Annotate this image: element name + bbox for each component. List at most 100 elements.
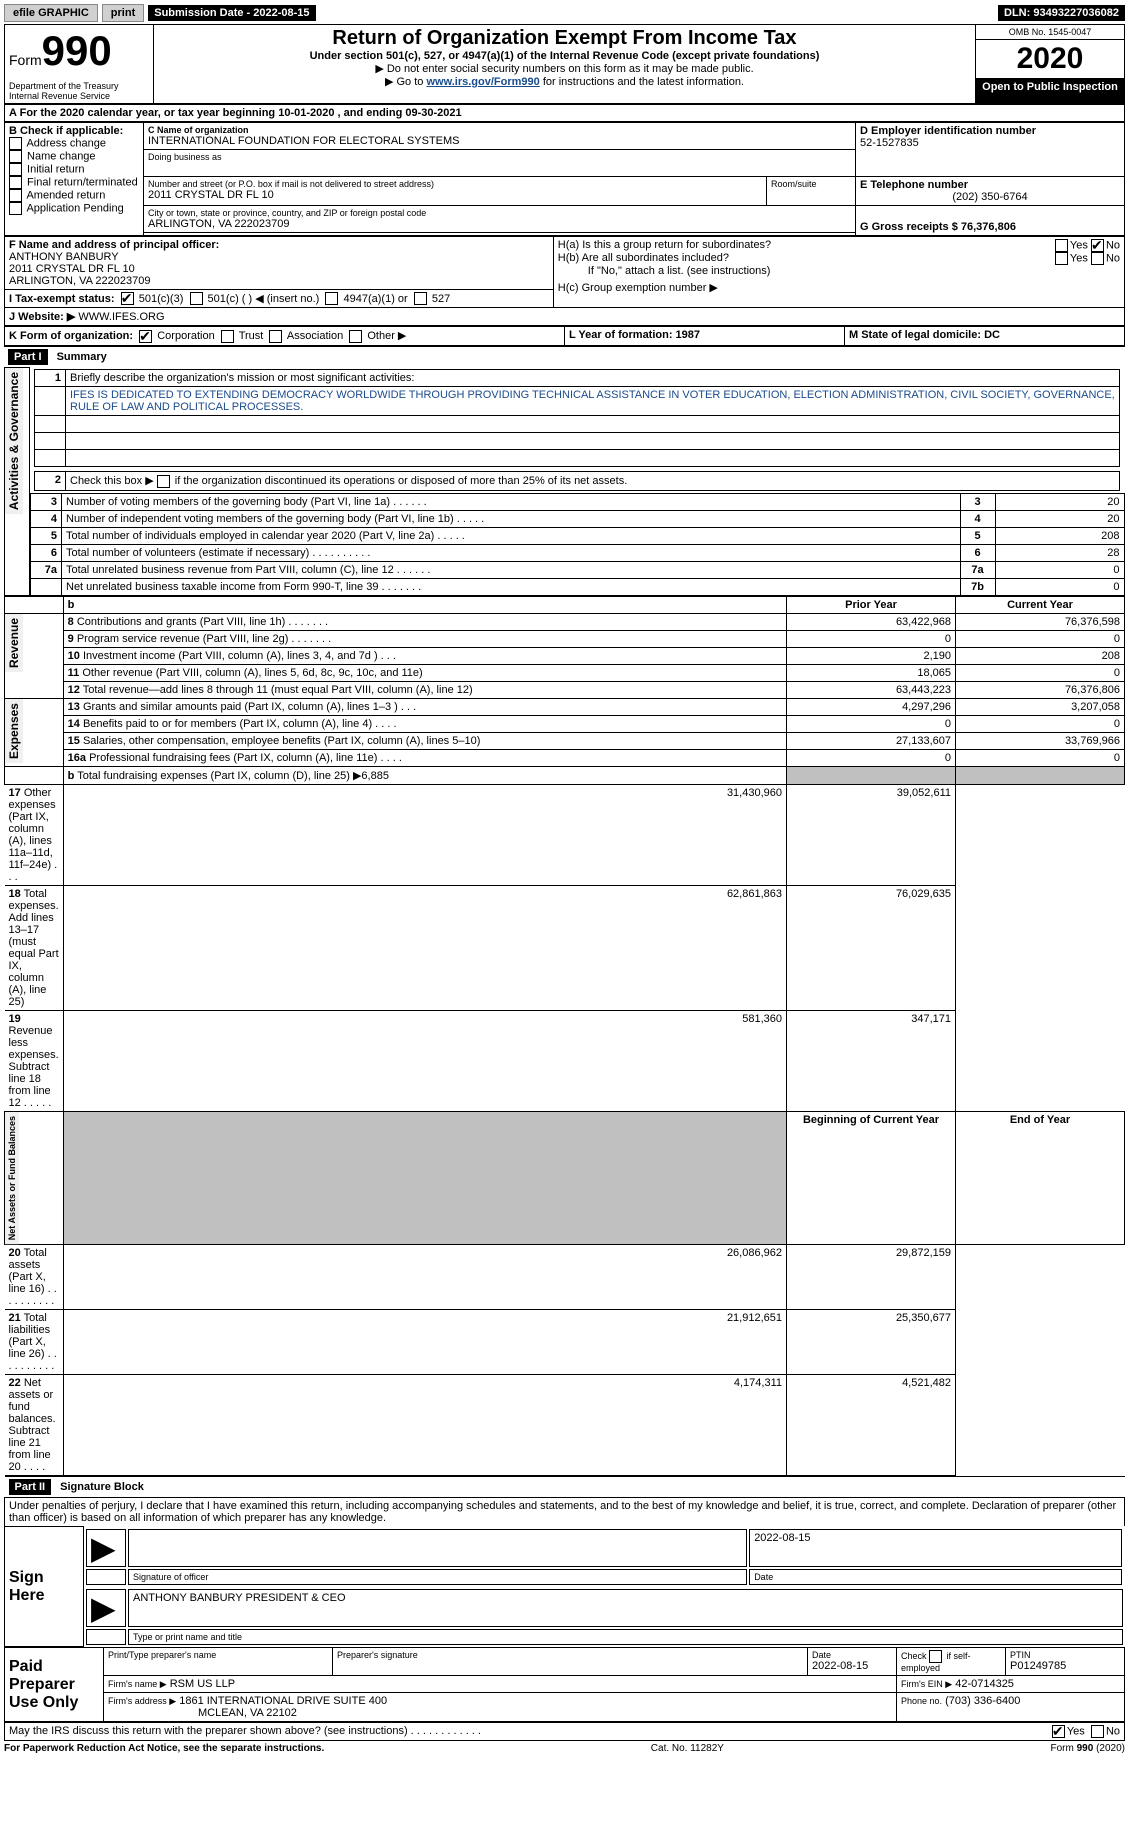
firm-name-label: Firm's name ▶ [108,1679,167,1689]
b-opt-checkbox[interactable] [9,137,22,150]
self-emp-checkbox[interactable] [929,1650,942,1663]
i-opt-checkbox[interactable] [414,292,427,305]
k-opt-checkbox[interactable] [221,330,234,343]
form-title: Return of Organization Exempt From Incom… [158,27,971,50]
line-box: 4 [960,510,995,527]
declaration: Under penalties of perjury, I declare th… [5,1498,1125,1527]
section-d-label: D Employer identification number [860,125,1120,137]
sig-officer-label: Signature of officer [128,1569,747,1585]
tax-year-box: 2020 [976,40,1125,79]
ha-yes[interactable] [1055,239,1068,252]
b-opt-checkbox[interactable] [9,176,22,189]
firm-city: MCLEAN, VA 22102 [108,1707,297,1719]
k-opt-checkbox[interactable] [269,330,282,343]
hb-yes[interactable] [1055,252,1068,265]
prep-name-label: Print/Type preparer's name [108,1650,328,1660]
k-opt-checkbox[interactable] [349,330,362,343]
dba-label: Doing business as [148,152,851,162]
prior-val: 63,443,223 [787,682,956,699]
discuss-yes[interactable] [1052,1725,1065,1738]
prior-val: 18,065 [787,665,956,682]
mission: IFES IS DEDICATED TO EXTENDING DEMOCRACY… [66,387,1120,416]
current-val: 76,376,598 [956,614,1125,631]
hb-label: H(b) Are all subordinates included? [558,252,729,264]
prep-date-label: Date [812,1650,892,1660]
ha-label: H(a) Is this a group return for subordin… [558,239,771,251]
section-j: J Website: ▶ WWW.IFES.ORG [5,308,1125,326]
i-opt-checkbox[interactable] [121,292,134,305]
line-box: 6 [960,544,995,561]
section-g: G Gross receipts $ 76,376,806 [860,221,1120,233]
ha-no[interactable] [1091,239,1104,252]
city: ARLINGTON, VA 222023709 [148,218,851,230]
q2: Check this box ▶ if the organization dis… [66,472,1120,491]
prep-sig-label: Preparer's signature [337,1650,803,1660]
line-value: 20 [995,493,1124,510]
officer-name-title: ANTHONY BANBURY PRESIDENT & CEO [128,1589,1123,1627]
prior-val: 63,422,968 [787,614,956,631]
i-opt-checkbox[interactable] [325,292,338,305]
line-text: Revenue less expenses. Subtract line 18 … [9,1025,59,1109]
b-opt-checkbox[interactable] [9,150,22,163]
vert-exp-body: Expenses [5,699,23,763]
print-button[interactable]: print [102,4,144,22]
instr-link[interactable]: www.irs.gov/Form990 [426,76,539,88]
q2-checkbox[interactable] [157,475,170,488]
current-val: 4,521,482 [787,1375,956,1476]
prior-val: 0 [787,631,956,648]
open-public: Open to Public Inspection [976,79,1125,104]
form-subtitle: Under section 501(c), 527, or 4947(a)(1)… [158,50,971,62]
prior-val: 62,861,863 [63,886,786,1011]
current-val: 25,350,677 [787,1310,956,1375]
ptin-label: PTIN [1010,1650,1120,1660]
line-value: 0 [995,578,1124,595]
col-prior: Prior Year [787,597,956,614]
paid-preparer: Paid Preparer Use Only [5,1648,104,1722]
line-text: Net assets or fund balances. Subtract li… [9,1377,56,1473]
dln: DLN: 93493227036082 [998,5,1125,21]
prep-phone: (703) 336-6400 [945,1695,1020,1707]
firm-name: RSM US LLP [170,1678,235,1690]
discuss-no[interactable] [1091,1725,1104,1738]
current-val: 33,769,966 [956,733,1125,750]
current-val: 208 [956,648,1125,665]
prior-val: 2,190 [787,648,956,665]
b-opt-checkbox[interactable] [9,189,22,202]
current-val: 347,171 [787,1011,956,1112]
line-text: Program service revenue (Part VIII, line… [77,633,331,645]
top-bar: efile GRAPHIC print Submission Date - 20… [4,4,1125,22]
current-val: 0 [956,665,1125,682]
line-box: 7b [960,578,995,595]
col-end: End of Year [956,1112,1125,1245]
line-text: Total expenses. Add lines 13–17 (must eq… [9,888,59,1008]
self-emp: Check if self-employed [897,1648,1006,1676]
section-m: M State of legal domicile: DC [845,327,1125,346]
section-l: L Year of formation: 1987 [565,327,845,346]
prior-val: 581,360 [63,1011,786,1112]
line-text: Benefits paid to or for members (Part IX… [83,718,397,730]
prior-val: 0 [787,716,956,733]
form-header: Form990 Return of Organization Exempt Fr… [4,24,1125,104]
vert-rev-body: Revenue [5,614,23,672]
firm-addr-label: Firm's address ▶ [108,1696,176,1706]
date-label: Date [749,1569,1122,1585]
section-b: B Check if applicable: Address change Na… [5,122,144,235]
current-val: 76,029,635 [787,886,956,1011]
org-name: INTERNATIONAL FOUNDATION FOR ELECTORAL S… [148,135,851,147]
section-i: I Tax-exempt status: 501(c)(3) 501(c) ( … [5,289,554,308]
b-opt-checkbox[interactable] [9,163,22,176]
form-number: 990 [42,27,112,74]
k-opt-checkbox[interactable] [139,330,152,343]
prior-val: 31,430,960 [63,785,786,886]
current-val: 0 [956,716,1125,733]
omb: OMB No. 1545-0047 [976,25,1125,40]
sign-arrow-icon: ▶ [91,1530,116,1566]
instr-2-pre: Go to [397,76,427,88]
hb-no[interactable] [1091,252,1104,265]
prior-val: 0 [787,750,956,767]
q1: Briefly describe the organization's miss… [66,370,1120,387]
line-b: Total fundraising expenses (Part IX, col… [77,770,389,782]
i-opt-checkbox[interactable] [190,292,203,305]
b-opt-checkbox[interactable] [9,202,22,215]
line-text: Professional fundraising fees (Part IX, … [89,752,402,764]
